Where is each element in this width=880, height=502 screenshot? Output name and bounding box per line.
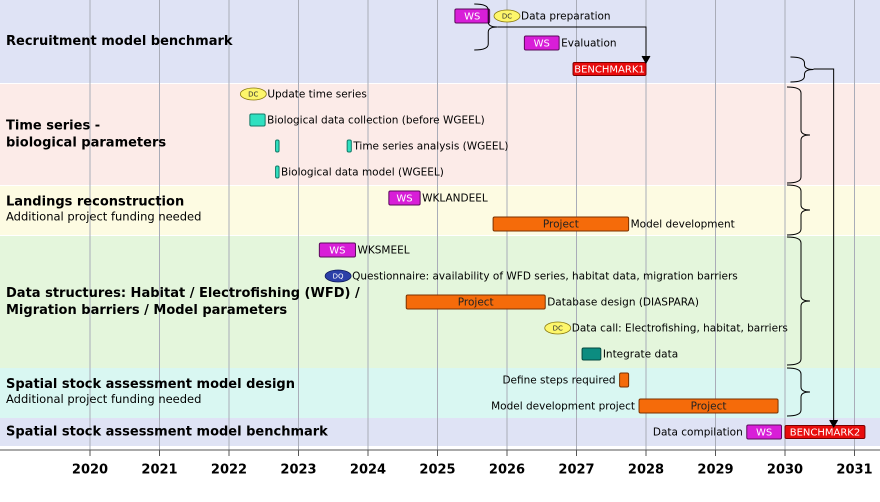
x-tick-label: 2024 [350, 463, 386, 478]
milestone-label: DQ [333, 273, 344, 281]
section-title: Recruitment model benchmark [6, 34, 233, 49]
bar-ws [454, 8, 491, 24]
section-band [0, 186, 880, 235]
task-description: Biological data model (WGEEL) [281, 167, 444, 179]
bar-benchmark [784, 425, 866, 439]
vertical-gridlines [89, 0, 855, 450]
x-tick-label: 2025 [419, 463, 455, 478]
bar-ws [523, 35, 560, 51]
axis-background [0, 446, 880, 502]
bracket [786, 236, 811, 366]
x-tick-label: 2027 [558, 463, 594, 478]
section-subtitle: Additional project funding needed [6, 392, 201, 406]
bar-label: BENCHMARK1 [574, 65, 645, 76]
section-title: Spatial stock assessment model benchmark [6, 425, 328, 440]
milestone-dc [493, 9, 521, 23]
task-description: Database design (DIASPARA) [547, 297, 699, 309]
section-title: Time series - [6, 119, 100, 134]
bar-label: Project [458, 297, 494, 309]
bar-ws [318, 242, 356, 258]
bar-label: BENCHMARK2 [790, 428, 861, 439]
milestone-label: DC [502, 13, 512, 21]
task-description: Data call: Electrofishing, habitat, barr… [572, 323, 788, 335]
x-tick-label: 2023 [280, 463, 316, 478]
tasks-layer: WS DC Data preparation WS Evaluation BENCHMAR… [239, 8, 866, 440]
section-title: Data structures: Habitat / Electrofishin… [6, 286, 360, 301]
bar-label: WS [329, 246, 345, 257]
task-description: WKSMEEL [357, 245, 409, 257]
x-tick-label: 2026 [489, 463, 525, 478]
bar-label: WS [534, 39, 550, 50]
section-title: biological parameters [6, 136, 166, 151]
section-band [0, 0, 880, 83]
bar-teal [249, 113, 266, 127]
x-axis: 2020 2021 2022 2023 2024 2025 2026 2027 2028 2029… [0, 449, 880, 478]
bar-project [492, 216, 630, 232]
task-description: Evaluation [561, 38, 616, 50]
bar-label: WS [756, 428, 772, 439]
arrowhead [641, 55, 651, 65]
bar-project [405, 294, 546, 310]
bar-tealdark [581, 347, 602, 361]
section-title: Landings reconstruction [6, 195, 184, 210]
bar-ws [388, 190, 421, 206]
bar-label: Project [691, 401, 727, 413]
milestone-dc [239, 87, 267, 101]
bar-label: WS [464, 12, 480, 23]
x-tick-label: 2030 [767, 463, 803, 478]
x-tick-label: 2028 [628, 463, 664, 478]
x-tick-label: 2021 [141, 463, 177, 478]
section-title: Spatial stock assessment model design [6, 377, 295, 392]
bar-project [638, 398, 779, 414]
task-description: Update time series [267, 89, 367, 101]
bar-teal [275, 139, 280, 153]
task-description: Integrate data [603, 349, 678, 361]
milestone-label: DC [553, 325, 563, 333]
bar-label: WS [396, 194, 412, 205]
task-description: Model development project [491, 401, 635, 413]
milestone-dq [324, 269, 352, 283]
task-description: WKLANDEEL [422, 193, 488, 205]
task-description: Biological data collection (before WGEEL… [267, 115, 485, 127]
x-tick-label: 2031 [836, 463, 872, 478]
bar-ws [746, 424, 783, 440]
connector-benchmark1 [497, 26, 647, 60]
task-description: Questionnaire: availability of WFD serie… [352, 271, 738, 283]
x-tick-label: 2020 [72, 463, 108, 478]
bar-teal [275, 165, 280, 179]
task-description: Data compilation [653, 427, 743, 439]
bracket [786, 184, 811, 236]
x-tick-label: 2022 [211, 463, 247, 478]
bar-project [619, 372, 630, 388]
dependency-brackets [474, 3, 839, 429]
bar-label: Project [543, 219, 579, 231]
milestone-dc [544, 321, 572, 335]
bar-teal [346, 139, 352, 153]
milestone-label: DC [248, 91, 258, 99]
bracket [786, 367, 811, 417]
section-band [0, 84, 880, 185]
task-description: Time series analysis (WGEEL) [352, 141, 508, 153]
section-titles: Recruitment model benchmark Time series -… [6, 34, 360, 440]
task-description: Define steps required [502, 375, 615, 387]
task-description: Model development [631, 219, 735, 231]
arrowhead [829, 419, 839, 429]
section-subtitle: Additional project funding needed [6, 210, 201, 224]
x-tick-label: 2029 [697, 463, 733, 478]
connector-benchmark2 [813, 68, 835, 424]
section-band [0, 418, 880, 446]
section-title: Migration barriers / Model parameters [6, 303, 287, 318]
bracket [786, 86, 811, 184]
bar-benchmark [572, 62, 647, 76]
task-description: Data preparation [521, 11, 611, 23]
